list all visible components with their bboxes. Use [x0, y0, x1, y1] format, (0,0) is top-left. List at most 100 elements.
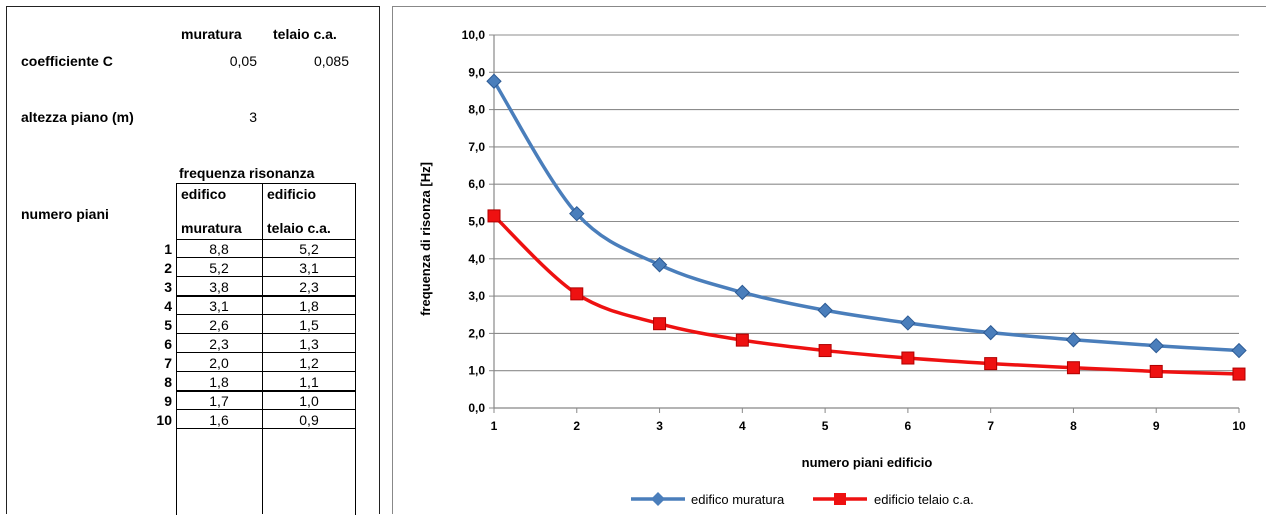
data-point-telaio [818, 344, 832, 358]
coefficiente-muratura: 0,05 [229, 53, 257, 69]
x-axis-label: numero piani edificio [802, 455, 933, 470]
data-point-muratura [1231, 342, 1247, 359]
telaio-cell: 1,5 [299, 317, 319, 333]
muratura-cell: 3,8 [209, 279, 229, 295]
table-row [176, 277, 355, 297]
x-tick-label: 7 [987, 419, 994, 433]
numero-piani-cell: 7 [164, 355, 172, 371]
data-point-telaio [1232, 367, 1246, 381]
x-tick-label: 3 [656, 419, 663, 433]
numero-piani-cell: 10 [156, 412, 172, 428]
numero-piani-cell: 2 [164, 260, 172, 276]
y-tick-label: 10,0 [462, 28, 486, 42]
numero-piani-cell: 9 [164, 393, 172, 409]
y-tick-label: 4,0 [468, 252, 485, 266]
table-row [176, 239, 355, 258]
y-tick-label: 6,0 [468, 177, 485, 191]
header-muratura: muratura [181, 26, 242, 42]
legend-label: edifico muratura [691, 492, 785, 507]
spreadsheet-panel: muratura telaio c.a. coefficiente C 0,05… [6, 6, 380, 515]
data-point-telaio [653, 317, 667, 331]
table-row [176, 296, 355, 315]
coefficiente-label: coefficiente C [21, 53, 113, 69]
col-muratura-line1: edifico [181, 186, 227, 202]
series-line-telaio [492, 214, 1240, 376]
telaio-cell: 1,1 [299, 374, 319, 390]
chart-panel: 0,0 1,0 2,0 3,0 4,0 5,0 6,0 7,0 8,0 9,0 10,0 1 2 3 4 5… [392, 6, 1266, 514]
telaio-cell: 3,1 [299, 260, 319, 276]
data-point-muratura [734, 284, 751, 301]
data-point-telaio [984, 357, 998, 371]
x-tick-label: 2 [573, 419, 580, 433]
x-tick-label: 6 [905, 419, 912, 433]
muratura-cell: 1,6 [209, 412, 229, 428]
muratura-cell: 2,3 [209, 336, 229, 352]
table-row [176, 315, 355, 334]
data-point-muratura [1065, 332, 1082, 348]
y-tick-label: 9,0 [468, 65, 485, 79]
data-point-telaio [901, 351, 915, 365]
data-point-muratura [982, 324, 999, 341]
table-row [176, 372, 355, 392]
legend-label: edificio telaio c.a. [874, 492, 974, 507]
numero-piani-cell: 6 [164, 336, 172, 352]
data-point-muratura [486, 73, 502, 89]
table-row [176, 353, 355, 372]
table-row [176, 258, 355, 277]
data-point-telaio [1149, 364, 1163, 378]
telaio-cell: 1,0 [299, 393, 319, 409]
y-tick-label: 2,0 [468, 326, 485, 340]
numero-piani-cell: 5 [164, 317, 172, 333]
y-tick-label: 8,0 [468, 103, 485, 117]
muratura-cell: 5,2 [209, 260, 229, 276]
numero-piani-cell: 4 [164, 298, 172, 314]
x-tick-label: 8 [1070, 419, 1077, 433]
muratura-cell: 1,7 [209, 393, 229, 409]
y-axis-label: frequenza di risonza [Hz] [418, 162, 433, 316]
frequency-table [176, 183, 356, 515]
telaio-cell: 1,3 [299, 336, 319, 352]
numero-piani-cell: 3 [164, 279, 172, 295]
legend: edifico muratura edificio telaio c.a. [631, 492, 974, 507]
data-point-telaio [1066, 361, 1080, 375]
y-tick-label: 5,0 [468, 215, 485, 229]
y-tick-label: 1,0 [468, 364, 485, 378]
line-chart: 0,0 1,0 2,0 3,0 4,0 5,0 6,0 7,0 8,0 9,0 10,0 1 2 3 4 5… [418, 28, 1247, 507]
x-tick-label: 9 [1153, 419, 1160, 433]
table-row [176, 334, 355, 353]
legend-marker-diamond [651, 492, 665, 506]
muratura-cell: 8,8 [209, 241, 229, 257]
telaio-cell: 1,8 [299, 298, 319, 314]
numero-piani-label: numero piani [21, 206, 109, 222]
muratura-cell: 2,6 [209, 317, 229, 333]
table-row [176, 391, 355, 410]
data-point-telaio [735, 333, 749, 347]
data-point-telaio [487, 209, 501, 223]
data-point-muratura [651, 257, 668, 273]
telaio-cell: 0,9 [299, 412, 319, 428]
numero-piani-cell: 8 [164, 374, 172, 390]
legend-marker-square [834, 493, 846, 505]
x-tick-label: 10 [1232, 419, 1246, 433]
telaio-cell: 1,2 [299, 355, 319, 371]
col-telaio-line1: edificio [267, 186, 317, 202]
y-tick-label: 7,0 [468, 140, 485, 154]
y-tick-label: 0,0 [468, 401, 485, 415]
data-point-muratura [569, 205, 585, 222]
header-telaio: telaio c.a. [273, 26, 337, 42]
x-tick-label: 5 [822, 419, 829, 433]
data-point-muratura [817, 302, 833, 318]
data-point-muratura [900, 315, 916, 331]
altezza-piano-value: 3 [249, 109, 257, 125]
muratura-cell: 2,0 [209, 355, 229, 371]
col-muratura-line2: muratura [181, 220, 242, 236]
coefficiente-telaio: 0,085 [313, 53, 349, 69]
y-tick-label: 3,0 [468, 289, 485, 303]
series-line-muratura [492, 80, 1240, 353]
data-point-muratura [1148, 338, 1164, 354]
table-header-row [176, 183, 355, 240]
frequenza-header: frequenza risonanza [179, 165, 315, 181]
muratura-cell: 3,1 [209, 298, 229, 314]
col-telaio-line2: telaio c.a. [267, 220, 331, 236]
numero-piani-cell: 1 [164, 241, 172, 257]
